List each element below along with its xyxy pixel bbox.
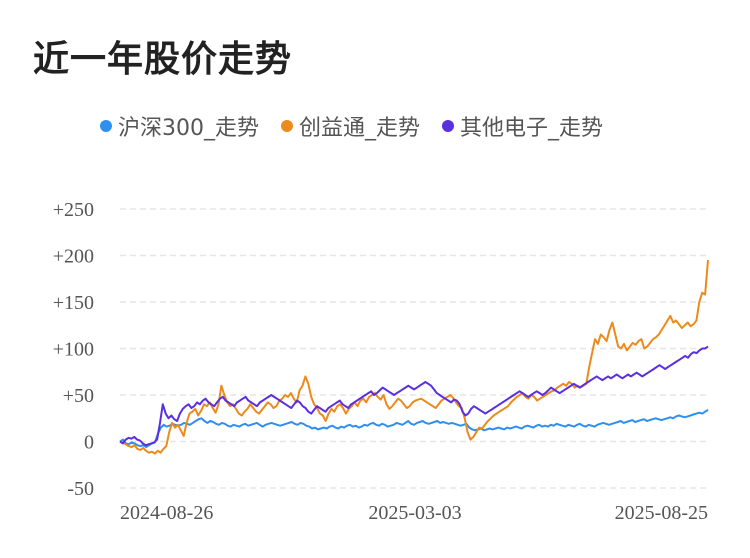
legend-item-hs300[interactable]: 沪深300_走势 [100, 110, 259, 142]
y-tick-label: +250 [53, 199, 94, 221]
y-tick-label: -50 [67, 478, 94, 500]
legend-dot-icon [442, 120, 455, 132]
y-tick-label: +150 [53, 292, 94, 314]
x-tick-label: 2025-03-03 [368, 502, 461, 524]
legend-label: 沪深300_走势 [118, 116, 259, 141]
legend-label: 创益通_走势 [299, 116, 421, 141]
y-tick-label: 0 [84, 432, 94, 454]
x-tick-label: 2025-08-25 [615, 502, 708, 524]
y-tick-label: +200 [53, 246, 94, 268]
series-line-0 [119, 409, 709, 449]
series-line-2 [119, 345, 709, 447]
legend-item-other-electronics[interactable]: 其他电子_走势 [442, 110, 603, 142]
legend-dot-icon [281, 120, 293, 132]
series-line-1 [119, 260, 709, 455]
y-tick-label: +100 [53, 339, 94, 361]
x-tick-label: 2024-08-26 [120, 502, 213, 524]
legend-label: 其他电子_走势 [460, 116, 604, 141]
chart-legend: 沪深300_走势 创益通_走势 其他电子_走势 [100, 110, 625, 142]
y-tick-label: +50 [63, 385, 94, 407]
legend-item-chuangyitong[interactable]: 创益通_走势 [281, 110, 420, 142]
chart-title: 近一年股价走势 [33, 39, 293, 80]
legend-dot-icon [100, 120, 112, 132]
